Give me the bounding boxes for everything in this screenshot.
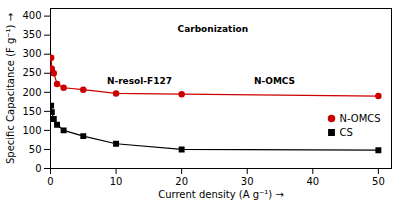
svg-text:10: 10 [110,176,123,187]
svg-text:0: 0 [35,163,41,174]
svg-text:100: 100 [22,125,41,136]
svg-text:0: 0 [47,176,53,187]
svg-text:Current density (A g⁻¹) →: Current density (A g⁻¹) → [158,189,284,200]
svg-text:250: 250 [22,67,41,78]
svg-text:N-OMCS: N-OMCS [340,113,381,124]
svg-text:30: 30 [241,176,254,187]
svg-text:50: 50 [29,144,42,155]
svg-text:Specific Capacitance (F g⁻¹) →: Specific Capacitance (F g⁻¹) → [5,13,16,164]
svg-text:200: 200 [22,87,41,98]
svg-text:350: 350 [22,29,41,40]
svg-text:400: 400 [22,10,41,21]
svg-text:N-OMCS: N-OMCS [254,76,295,86]
svg-text:CS: CS [340,127,353,138]
svg-text:40: 40 [306,176,319,187]
svg-text:20: 20 [175,176,188,187]
svg-text:Carbonization: Carbonization [178,24,249,34]
svg-text:300: 300 [22,48,41,59]
svg-text:150: 150 [22,106,41,117]
svg-text:N-resol-F127: N-resol-F127 [107,76,172,86]
svg-text:50: 50 [372,176,385,187]
